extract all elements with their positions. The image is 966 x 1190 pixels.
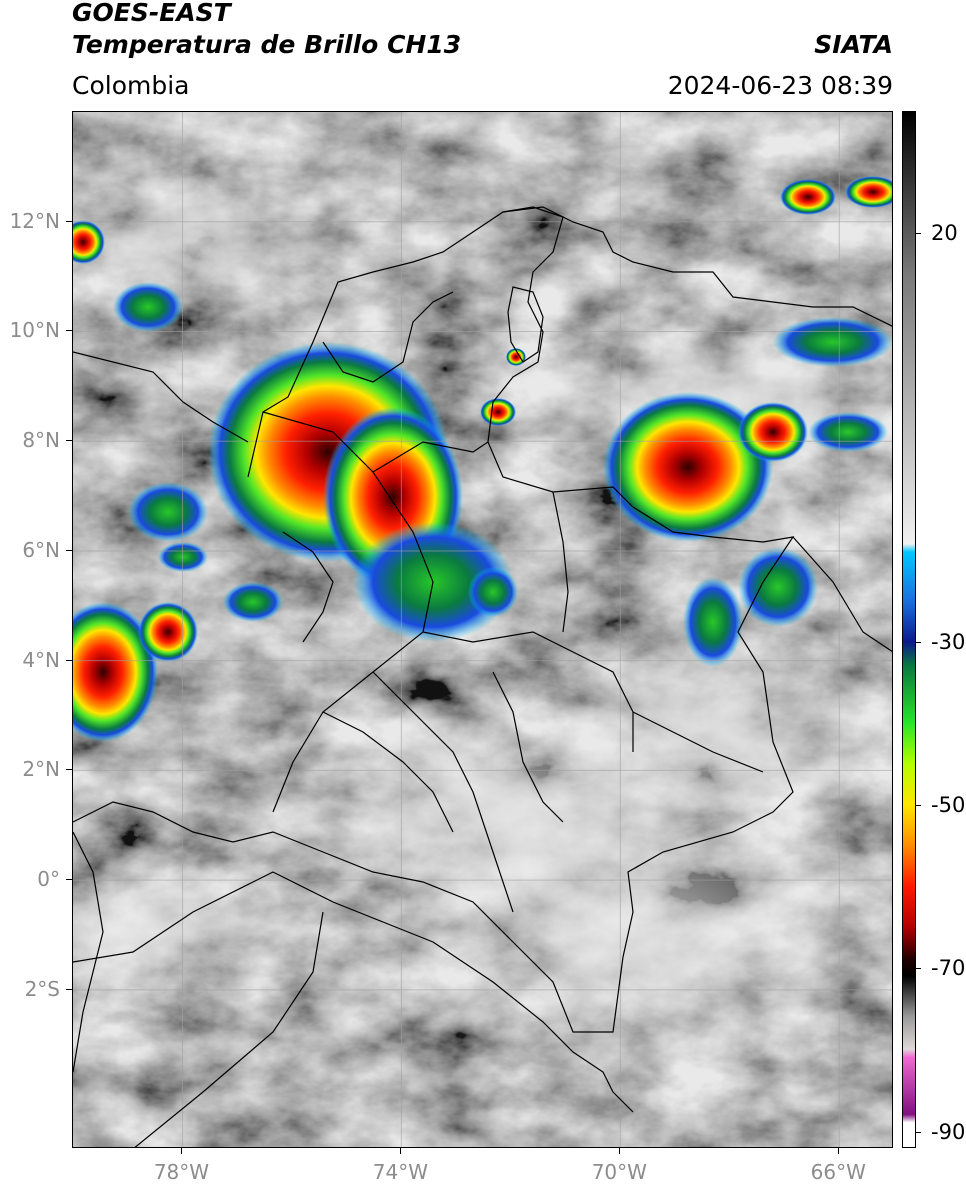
lat-tick-mark xyxy=(66,330,72,332)
lon-tick-label: 70°W xyxy=(591,1160,647,1184)
lat-tick-label: 2°S xyxy=(24,976,60,1001)
colorbar-tick-label: -70 xyxy=(931,956,966,981)
peru-coast xyxy=(134,911,324,1147)
colombia-border xyxy=(73,206,795,1033)
colorbar-tick-label: 20 xyxy=(931,221,958,246)
depto-5 xyxy=(552,491,569,633)
colorbar-tick-label: -90 xyxy=(931,1119,966,1144)
lat-tick-label: 12°N xyxy=(9,208,60,233)
peru-border xyxy=(73,871,634,1113)
lat-tick-mark xyxy=(66,440,72,442)
lat-tick-mark xyxy=(66,549,72,551)
lon-tick-label: 74°W xyxy=(372,1160,429,1184)
lat-tick-label: 4°N xyxy=(22,647,60,672)
lat-tick-label: 0° xyxy=(37,867,60,892)
lon-tick-mark xyxy=(400,1148,402,1154)
lat-tick-label: 10°N xyxy=(9,318,60,343)
depto-4 xyxy=(372,671,514,913)
colorbar-tick-mark xyxy=(916,805,921,807)
map-canvas xyxy=(73,112,892,1147)
lat-tick-label: 6°N xyxy=(22,537,60,562)
lat-tick-label: 2°N xyxy=(22,757,60,782)
timestamp-label: 2024-06-23 08:39 xyxy=(667,71,893,100)
colorbar-tick-mark xyxy=(916,968,921,970)
depto-8 xyxy=(282,531,334,643)
lon-tick-label: 66°W xyxy=(810,1160,866,1184)
lon-tick-mark xyxy=(838,1148,840,1154)
lon-tick-label: 78°W xyxy=(153,1160,210,1184)
venezuela-coast xyxy=(502,206,892,327)
lat-tick-mark xyxy=(66,769,72,771)
lat-tick-mark xyxy=(66,988,72,990)
lon-tick-mark xyxy=(181,1148,183,1154)
brazil-border xyxy=(792,536,892,653)
depto-9 xyxy=(492,671,564,823)
depto-2 xyxy=(372,441,489,473)
depto-10 xyxy=(322,711,454,833)
colorbar-tick-label: -30 xyxy=(931,629,966,654)
depto-1 xyxy=(262,411,434,813)
region-label: Colombia xyxy=(72,71,190,100)
boundaries xyxy=(73,206,892,1147)
lat-tick-mark xyxy=(66,659,72,661)
panama-region xyxy=(73,351,249,443)
product-title: Temperatura de Brillo CH13 xyxy=(72,30,462,59)
lat-tick-mark xyxy=(66,220,72,222)
maracaibo-lake xyxy=(507,286,544,363)
depto-7 xyxy=(322,291,454,383)
colorbar xyxy=(902,111,916,1148)
colorbar-tick-mark xyxy=(916,233,921,235)
lat-tick-mark xyxy=(66,879,72,881)
lat-tick-label: 8°N xyxy=(22,428,60,453)
lon-tick-mark xyxy=(619,1148,621,1154)
satellite-map[interactable] xyxy=(72,111,893,1148)
storm-cells xyxy=(73,176,892,742)
colorbar-tick-mark xyxy=(916,641,921,643)
satellite-title: GOES-EAST xyxy=(72,0,231,27)
colorbar-tick-mark xyxy=(916,1131,921,1133)
brand-label: SIATA xyxy=(814,30,893,59)
colorbar-tick-label: -50 xyxy=(931,793,966,818)
depto-6 xyxy=(632,711,764,773)
ecuador-coast xyxy=(73,831,104,1073)
